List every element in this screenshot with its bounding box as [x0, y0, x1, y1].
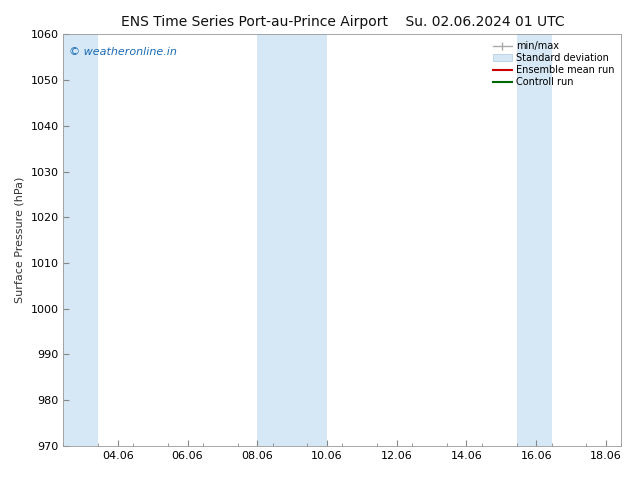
Bar	[63, 34, 98, 446]
Bar	[517, 34, 552, 446]
Y-axis label: Surface Pressure (hPa): Surface Pressure (hPa)	[15, 177, 25, 303]
Legend: min/max, Standard deviation, Ensemble mean run, Controll run: min/max, Standard deviation, Ensemble me…	[491, 39, 616, 89]
Title: ENS Time Series Port-au-Prince Airport    Su. 02.06.2024 01 UTC: ENS Time Series Port-au-Prince Airport S…	[120, 15, 564, 29]
Text: © weatheronline.in: © weatheronline.in	[69, 47, 177, 57]
Bar	[257, 34, 327, 446]
